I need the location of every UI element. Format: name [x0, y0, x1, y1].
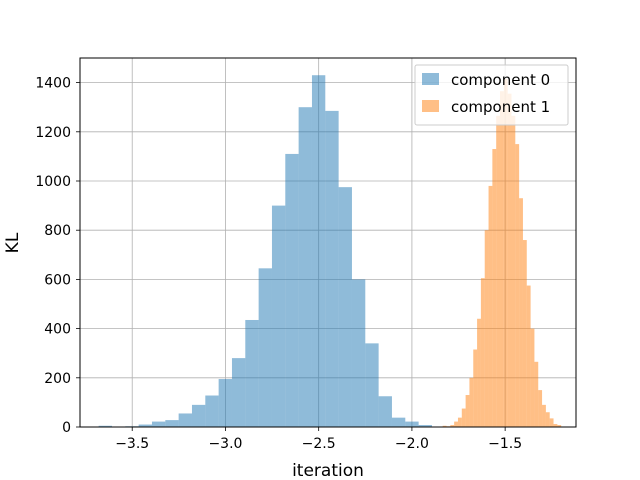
y-tick-label: 200 [44, 371, 71, 387]
histogram-bar [365, 343, 379, 427]
y-tick-label: 1400 [35, 76, 71, 92]
x-axis-label: iteration [292, 461, 364, 480]
histogram-bar [473, 349, 478, 427]
legend-box [414, 64, 569, 126]
histogram-bar [465, 395, 470, 427]
histogram-bar [545, 412, 550, 427]
histogram-bar [461, 408, 466, 427]
histogram-bar [519, 198, 523, 427]
y-axis-label: KL [3, 232, 23, 253]
series-component-0 [98, 75, 432, 427]
histogram-bar [325, 110, 339, 427]
histogram-bar [480, 278, 485, 427]
histogram-bar [378, 396, 392, 427]
histogram-bar [191, 404, 206, 427]
axis-ticks: −3.5 −3.0 −2.5 −2.0 −1.5 0 200 400 600 800 1000 120… [35, 76, 522, 452]
histogram-bar [138, 424, 152, 427]
histogram-bar [522, 240, 527, 427]
histogram-bar [298, 107, 312, 427]
histogram-bar [553, 424, 558, 427]
histogram-bar [534, 361, 539, 427]
histogram-bar [231, 358, 246, 427]
x-tick-label: −3.5 [115, 436, 149, 452]
histogram-bar [515, 144, 520, 427]
x-tick-label: −2.0 [395, 436, 429, 452]
histogram-bar [492, 149, 497, 427]
x-tick-label: −3.0 [208, 436, 242, 452]
legend: component 0 component 1 [414, 64, 569, 126]
histogram-bar [526, 285, 531, 427]
histogram-bar [503, 78, 508, 427]
x-tick-label: −1.5 [488, 436, 522, 452]
x-tick-label: −2.5 [302, 436, 336, 452]
histogram-bar [311, 75, 326, 427]
histogram-bar [511, 115, 516, 427]
histogram-bar [218, 379, 232, 427]
histogram-bar [454, 421, 458, 427]
histogram-bar [98, 425, 112, 427]
plot-frame [79, 57, 577, 428]
histogram-bar [178, 413, 192, 427]
y-tick-label: 1200 [35, 125, 71, 141]
histogram-bar [285, 153, 299, 427]
y-tick-label: 600 [44, 272, 71, 288]
histogram-bar [549, 418, 554, 427]
histogram-bar [507, 93, 512, 428]
histogram-bar [245, 319, 259, 427]
legend-label-component-1: component 1 [451, 98, 550, 116]
histogram-bar [469, 377, 474, 427]
histogram-bar [418, 425, 432, 427]
histogram-bar [258, 268, 272, 427]
histogram-bar [557, 425, 562, 427]
histogram-bar [151, 421, 166, 427]
histogram-bar [500, 91, 504, 428]
y-tick-label: 1000 [35, 174, 71, 190]
histogram-bar [271, 205, 286, 427]
histogram-bar [530, 328, 535, 427]
legend-swatch-component-0 [422, 73, 439, 85]
histogram-bar [496, 115, 501, 427]
y-tick-label: 800 [44, 223, 71, 239]
histogram-bar [391, 417, 406, 427]
histogram-bar [338, 187, 352, 427]
histogram-bar [442, 425, 447, 427]
histogram-bar [538, 390, 543, 427]
histogram-bar [450, 425, 455, 427]
histogram-bar [405, 421, 419, 427]
histogram-bar [351, 279, 366, 427]
y-tick-label: 0 [62, 420, 71, 436]
y-tick-label: 400 [44, 322, 71, 338]
histogram-bar [477, 318, 481, 427]
histogram-bar [205, 395, 219, 427]
series-component-1 [442, 78, 562, 428]
histogram-bar [488, 185, 493, 427]
histogram-bar [165, 420, 179, 427]
histogram-bar [484, 230, 489, 427]
histogram-bar [457, 417, 462, 427]
legend-label-component-0: component 0 [451, 71, 550, 89]
histogram-bar [542, 404, 546, 427]
legend-swatch-component-1 [422, 100, 439, 112]
